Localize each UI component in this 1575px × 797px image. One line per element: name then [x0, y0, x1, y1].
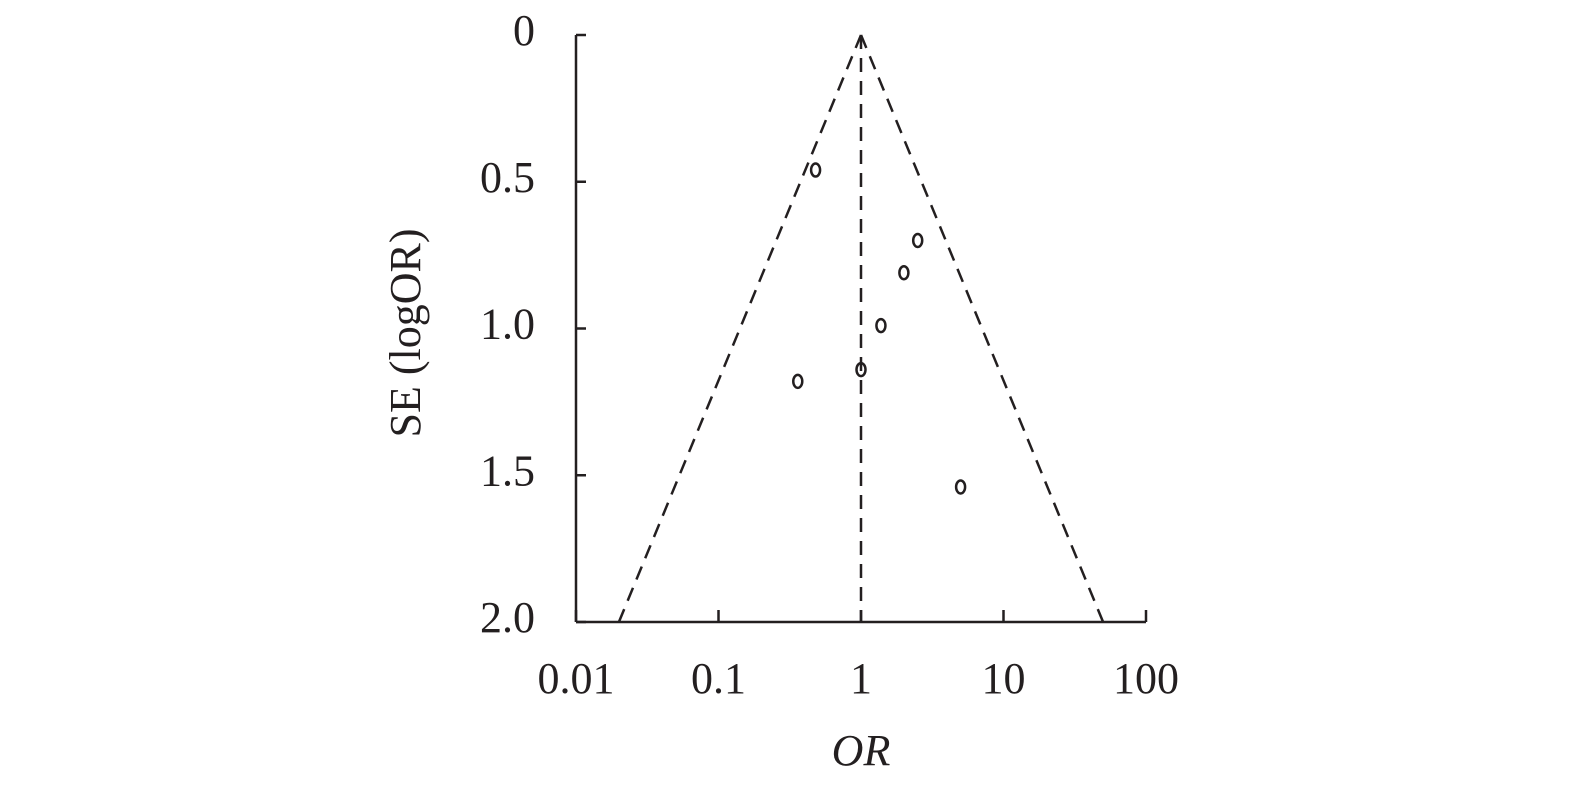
y-tick-label: 1.5 [480, 446, 535, 495]
funnel-line [617, 34, 863, 623]
x-axis-label: OR [832, 726, 891, 775]
study-point [898, 264, 910, 281]
study-point [855, 361, 867, 378]
study-point [792, 373, 804, 390]
x-tick-label: 1 [850, 654, 872, 703]
y-tick-label: 1.0 [480, 300, 535, 349]
y-tick-label: 2.0 [480, 593, 535, 642]
x-tick-label: 100 [1113, 654, 1179, 703]
study-point [954, 479, 967, 495]
x-tick-label: 0.01 [538, 654, 615, 703]
study-point [875, 317, 887, 334]
y-axis-label: SE (logOR) [381, 229, 430, 438]
funnel-line [859, 34, 1105, 623]
study-point [911, 232, 924, 249]
study-point [809, 162, 822, 178]
x-tick-label: 0.1 [691, 654, 746, 703]
y-tick-label: 0.5 [480, 153, 535, 202]
x-tick-label: 10 [982, 654, 1026, 703]
y-tick-label: 0 [513, 6, 535, 55]
